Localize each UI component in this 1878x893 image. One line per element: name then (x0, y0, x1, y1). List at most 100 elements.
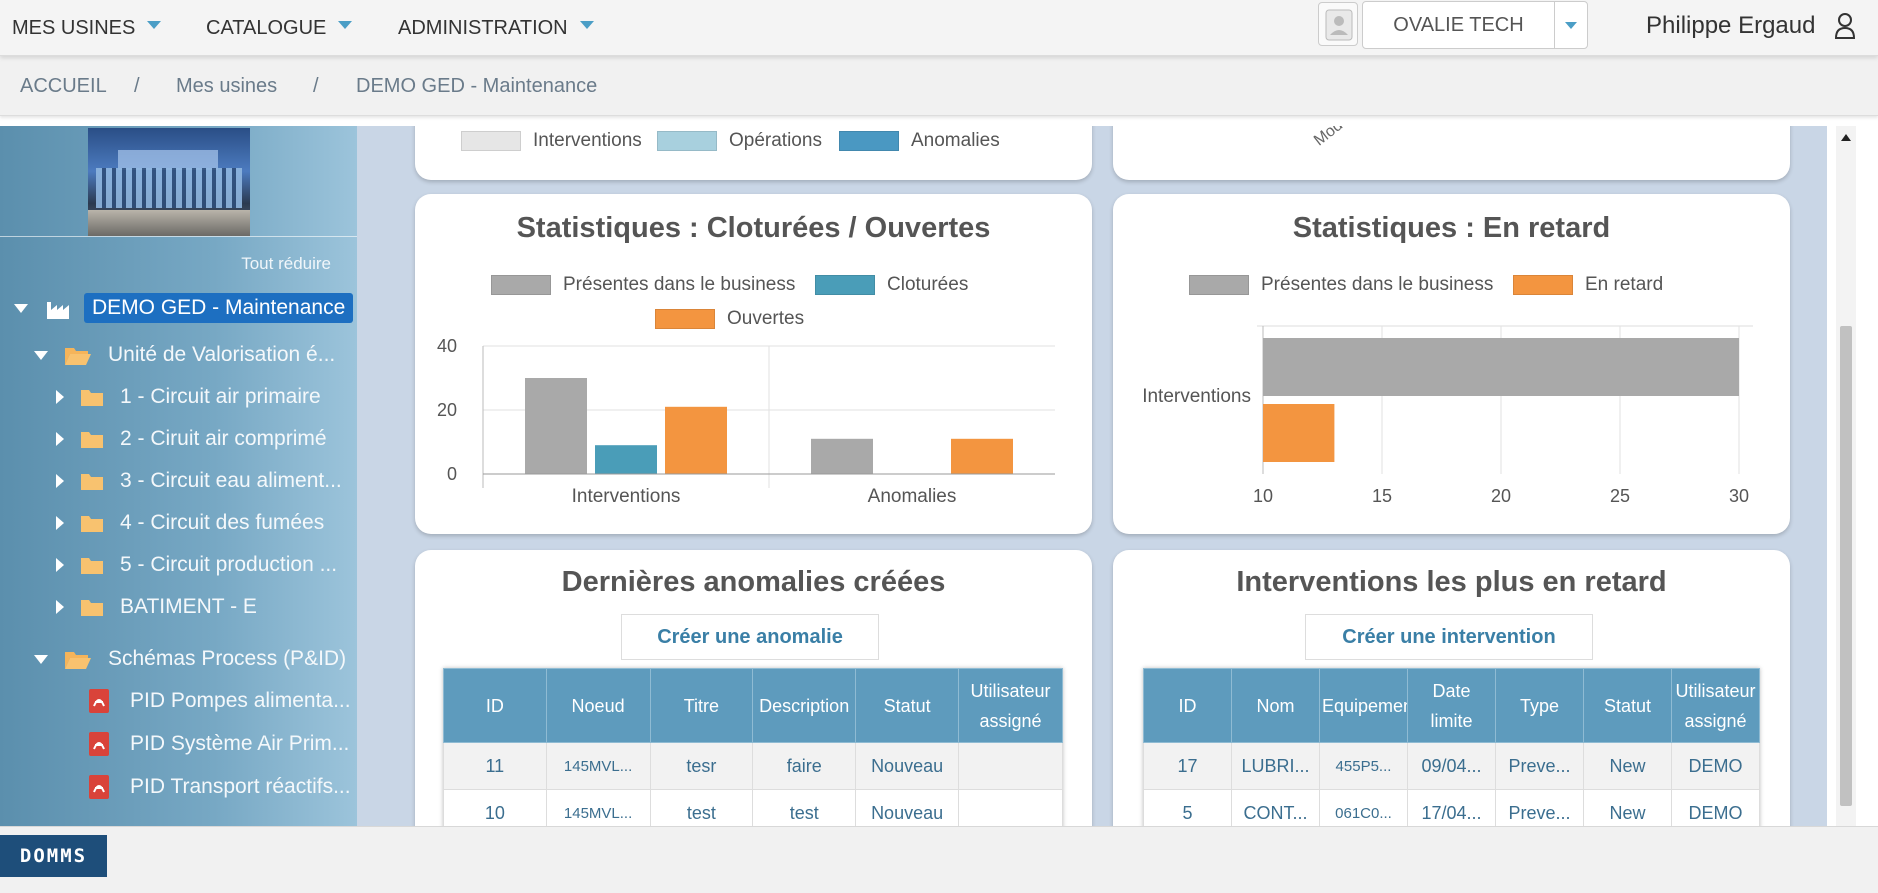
pdf-file-icon (89, 775, 109, 799)
column-header[interactable]: ID (1143, 668, 1232, 743)
tree-label[interactable]: PID Pompes alimenta... (130, 689, 351, 712)
tree-label[interactable]: 3 - Circuit eau aliment... (120, 469, 342, 492)
menu-mes-usines[interactable]: MES USINES (12, 0, 162, 56)
y-tick-label: 40 (437, 336, 457, 356)
legend-label: Présentes dans le business (1261, 274, 1494, 295)
user-name[interactable]: Philippe Ergaud (1646, 12, 1816, 39)
expand-down-icon[interactable] (14, 303, 28, 313)
legend-item[interactable]: Ouvertes (655, 308, 804, 330)
folder-icon (81, 516, 103, 532)
cell-node: 145MVL... (545, 742, 651, 790)
expand-right-icon[interactable] (56, 474, 64, 488)
tree-label[interactable]: Unité de Valorisation é... (108, 343, 336, 366)
tree-group-unite-valorisation[interactable]: Unité de Valorisation é... (34, 338, 335, 372)
tree-item[interactable]: 2 - Ciruit air comprimé (56, 422, 327, 456)
tree-item[interactable]: BATIMENT - E (56, 590, 257, 624)
column-header[interactable]: Date limite (1407, 668, 1496, 743)
tree-item-pdf[interactable]: PID Système Air Prim... (88, 727, 349, 761)
legend-item[interactable]: Cloturées (815, 274, 968, 296)
legend-label: Interventions (533, 130, 642, 151)
table-row[interactable]: 5 CONT... 061C0... 17/04... Preve... New… (1143, 789, 1760, 826)
bar (1263, 404, 1335, 462)
legend-item[interactable]: Interventions (461, 130, 642, 152)
legend-item[interactable]: En retard (1513, 274, 1663, 296)
tree-label[interactable]: Schémas Process (P&ID) (108, 647, 347, 670)
breadcrumb-home[interactable]: ACCUEIL (20, 74, 107, 97)
tree-item[interactable]: 1 - Circuit air primaire (56, 380, 321, 414)
contact-card-icon[interactable] (1318, 2, 1358, 46)
column-header[interactable]: Equipement (1319, 668, 1408, 743)
legend-swatch (491, 275, 551, 295)
column-header[interactable]: Statut (1583, 668, 1672, 743)
create-intervention-button[interactable]: Créer une intervention (1305, 614, 1593, 660)
chevron-down-icon[interactable] (1555, 2, 1587, 48)
tree-item[interactable]: 5 - Circuit production ... (56, 548, 337, 582)
tree-label[interactable]: 1 - Circuit air primaire (120, 385, 321, 408)
collapse-all-link[interactable]: Tout réduire (241, 254, 331, 273)
menu-administration[interactable]: ADMINISTRATION (398, 0, 594, 56)
create-anomaly-button[interactable]: Créer une anomalie (621, 614, 879, 660)
open-folder-icon (65, 652, 91, 669)
expand-down-icon[interactable] (34, 350, 48, 360)
vertical-scrollbar[interactable] (1836, 126, 1856, 826)
legend-item[interactable]: Présentes dans le business (491, 274, 795, 296)
dashboard-main: Interventions Opérations Anomalies Modèl… (357, 126, 1827, 826)
expand-right-icon[interactable] (56, 600, 64, 614)
tree-item-pdf[interactable]: PID Transport réactifs... (88, 770, 351, 804)
cell-type: Preve... (1495, 789, 1584, 826)
cell-id: 11 (443, 742, 547, 790)
legend-item[interactable]: Présentes dans le business (1189, 274, 1493, 296)
tree-group-schemas-process[interactable]: Schémas Process (P&ID) (34, 642, 346, 676)
tree-root-label[interactable]: DEMO GED - Maintenance (84, 293, 354, 323)
tree-item-pdf[interactable]: PID Pompes alimenta... (88, 684, 351, 718)
late-interventions-table: ID Nom Equipement Date limite Type Statu… (1143, 668, 1760, 826)
chart-closed-open: 0 20 40 Interventions Anomalies (437, 336, 1055, 507)
x-tick-label: 15 (1372, 486, 1392, 506)
expand-right-icon[interactable] (56, 558, 64, 572)
column-header[interactable]: ID (443, 668, 547, 743)
tree-label[interactable]: 5 - Circuit production ... (120, 553, 338, 576)
x-tick-label: 20 (1491, 486, 1511, 506)
column-header[interactable]: Statut (855, 668, 960, 743)
tree-label[interactable]: PID Système Air Prim... (130, 732, 350, 755)
cell-description: test (752, 789, 857, 826)
tree-label[interactable]: 4 - Circuit des fumées (120, 511, 325, 534)
cell-status: New (1583, 742, 1672, 790)
legend-item[interactable]: Opérations (657, 130, 822, 152)
column-header[interactable]: Description (752, 668, 857, 743)
menu-catalogue[interactable]: CATALOGUE (206, 0, 353, 56)
footer: DOMMS (0, 826, 1878, 893)
table-row[interactable]: 11 145MVL... tesr faire Nouveau (443, 742, 1063, 790)
tree-root[interactable]: DEMO GED - Maintenance (14, 291, 354, 325)
column-header[interactable]: Nom (1231, 668, 1320, 743)
breadcrumb-separator: / (134, 74, 140, 97)
expand-down-icon[interactable] (34, 654, 48, 664)
user-icon[interactable] (1834, 12, 1856, 40)
tree-label[interactable]: PID Transport réactifs... (130, 775, 351, 798)
cell-assignee: DEMO (1671, 789, 1760, 826)
anomalies-table: ID Noeud Titre Description Statut Utilis… (443, 668, 1063, 826)
expand-right-icon[interactable] (56, 390, 64, 404)
chart-late: 10 15 20 25 30 Interventions (1142, 325, 1753, 506)
tree-item[interactable]: 4 - Circuit des fumées (56, 506, 324, 540)
column-header[interactable]: Type (1495, 668, 1584, 743)
tree-item[interactable]: 3 - Circuit eau aliment... (56, 464, 342, 498)
tree-label[interactable]: 2 - Ciruit air comprimé (120, 427, 327, 450)
expand-right-icon[interactable] (56, 432, 64, 446)
table-row[interactable]: 10 145MVL... test test Nouveau (443, 789, 1063, 826)
tree-label[interactable]: BATIMENT - E (120, 595, 257, 618)
scrollbar-thumb[interactable] (1840, 326, 1852, 806)
breadcrumb-mes-usines[interactable]: Mes usines (176, 74, 278, 97)
expand-right-icon[interactable] (56, 516, 64, 530)
table-row[interactable]: 17 LUBRI... 455P5... 09/04... Preve... N… (1143, 742, 1760, 790)
column-header[interactable]: Utilisateur assigné (1671, 668, 1760, 743)
menu-label: CATALOGUE (206, 16, 327, 39)
column-header[interactable]: Utilisateur assigné (958, 668, 1063, 743)
column-header[interactable]: Titre (649, 668, 754, 743)
legend-item[interactable]: Anomalies (839, 130, 1000, 152)
cell-due-date: 09/04... (1407, 742, 1496, 790)
scroll-up-icon[interactable] (1841, 134, 1851, 141)
company-select[interactable]: OVALIE TECH (1362, 1, 1588, 49)
pdf-file-icon (89, 689, 109, 713)
column-header[interactable]: Noeud (545, 668, 651, 743)
